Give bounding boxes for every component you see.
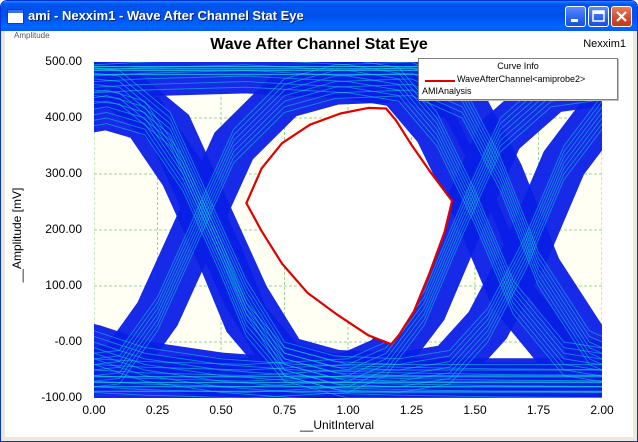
- eye-trace: [94, 335, 602, 376]
- eye-contour-point: [430, 173, 433, 175]
- x-tick-label: 2.00: [590, 403, 614, 417]
- eye-contour-point: [336, 314, 339, 317]
- eye-trace: [94, 75, 602, 371]
- x-tick-label: 1.00: [336, 403, 360, 417]
- eye-trace: [94, 341, 602, 382]
- x-tick-label: 0.75: [272, 403, 297, 417]
- eye-trace: [94, 106, 602, 382]
- plot-area[interactable]: [94, 62, 602, 398]
- close-button[interactable]: [611, 6, 632, 27]
- chart-title: Wave After Channel Stat Eye: [210, 36, 428, 53]
- eye-trace: [94, 89, 602, 382]
- app-icon: [7, 9, 24, 24]
- y-tick-label: -0.00: [54, 334, 82, 348]
- y-tick-label: 100.00: [45, 278, 82, 292]
- eye-contour-point: [410, 143, 413, 146]
- eye-contour-point: [428, 272, 431, 275]
- eye-trace: [94, 347, 602, 387]
- legend-subtext: AMIAnalysis: [422, 86, 472, 96]
- eye-contour-point: [260, 167, 263, 170]
- eye-trace: [94, 95, 602, 388]
- x-tick-label: 1.75: [526, 403, 551, 417]
- eye-trace: [94, 88, 602, 388]
- legend-swatch: [425, 80, 455, 82]
- eye-trace: [94, 82, 602, 382]
- eye-contour-point: [367, 334, 370, 337]
- eye-contour-point: [306, 291, 309, 294]
- x-tick-label: 0.25: [145, 403, 170, 417]
- x-tick-label: 1.25: [399, 403, 424, 417]
- eye-trace: [94, 69, 602, 366]
- eye-contour-point: [367, 106, 370, 109]
- eye-trace: [94, 86, 602, 383]
- minimize-icon: [571, 19, 578, 22]
- eye-contour-point: [397, 334, 400, 337]
- y-tick-label: 200.00: [45, 222, 82, 236]
- eye-contour-point: [245, 202, 248, 205]
- y-tick-label: 500.00: [45, 54, 82, 68]
- eye-trace: [94, 83, 602, 377]
- eye-contour-point: [281, 262, 283, 265]
- eye-contour-point: [281, 142, 283, 145]
- eye-trace: [94, 330, 602, 371]
- eye-trace: [94, 81, 602, 377]
- eye-trace: [94, 78, 602, 371]
- minimize-button[interactable]: [565, 6, 586, 27]
- eye-contour-point: [260, 230, 263, 233]
- tool-name-label: Nexxim1: [583, 38, 626, 50]
- legend[interactable]: Curve Info WaveAfterChannel<amiprobe2> A…: [418, 58, 618, 100]
- eye-trace: [362, 62, 602, 349]
- eye-contour-point: [390, 343, 393, 346]
- x-axis-label: __UnitInterval: [300, 418, 375, 432]
- eye-trace: [94, 95, 602, 388]
- title-bar[interactable]: ami - Nexxim1 - Wave After Channel Stat …: [1, 1, 637, 31]
- eye-contour-point: [443, 231, 446, 234]
- eye-trace: [94, 62, 602, 354]
- y-axis-label: __Amplitude [mV]: [10, 187, 24, 283]
- eye-trace: [94, 99, 602, 398]
- eye-trace: [94, 117, 602, 393]
- legend-entry: WaveAfterChannel<amiprobe2>: [457, 74, 586, 84]
- eye-trace: [94, 363, 314, 398]
- x-tick-label: 0.00: [82, 403, 106, 417]
- eye-diagram-plot: [94, 62, 602, 398]
- cursor-readout: Amplitude: [14, 31, 50, 40]
- eye-trace: [94, 89, 602, 382]
- eye-trace: [94, 358, 602, 398]
- eye-contour-point: [413, 310, 415, 313]
- eye-trace: [94, 76, 602, 377]
- eye-trace: [94, 95, 602, 371]
- eye-trace: [94, 123, 602, 398]
- eye-contour-line: [245, 106, 454, 346]
- x-tick-label: 1.50: [463, 403, 487, 417]
- y-tick-label: 300.00: [45, 166, 82, 180]
- eye-contour-point: [339, 112, 342, 115]
- eye-trace: [94, 72, 602, 365]
- eye-trace: [94, 78, 602, 371]
- maximize-button[interactable]: [588, 6, 609, 27]
- maximize-icon: [592, 10, 605, 22]
- y-tick-label: 400.00: [45, 110, 82, 124]
- eye-trace: [94, 67, 602, 360]
- eye-trace: [94, 72, 602, 365]
- eye-contour-point: [308, 123, 311, 126]
- eye-trace: [94, 83, 602, 377]
- y-tick-label: -100.00: [41, 390, 82, 404]
- eye-contour-point: [395, 119, 398, 122]
- legend-header: Curve Info: [497, 61, 539, 71]
- window-title: ami - Nexxim1 - Wave After Channel Stat …: [28, 8, 304, 23]
- x-tick-label: 0.50: [209, 403, 233, 417]
- eye-contour-point: [451, 199, 454, 202]
- eye-trace: [94, 62, 602, 355]
- eye-trace: [94, 89, 602, 365]
- close-icon: [616, 11, 627, 22]
- eye-trace: [94, 100, 602, 377]
- eye-contour-point: [385, 107, 388, 110]
